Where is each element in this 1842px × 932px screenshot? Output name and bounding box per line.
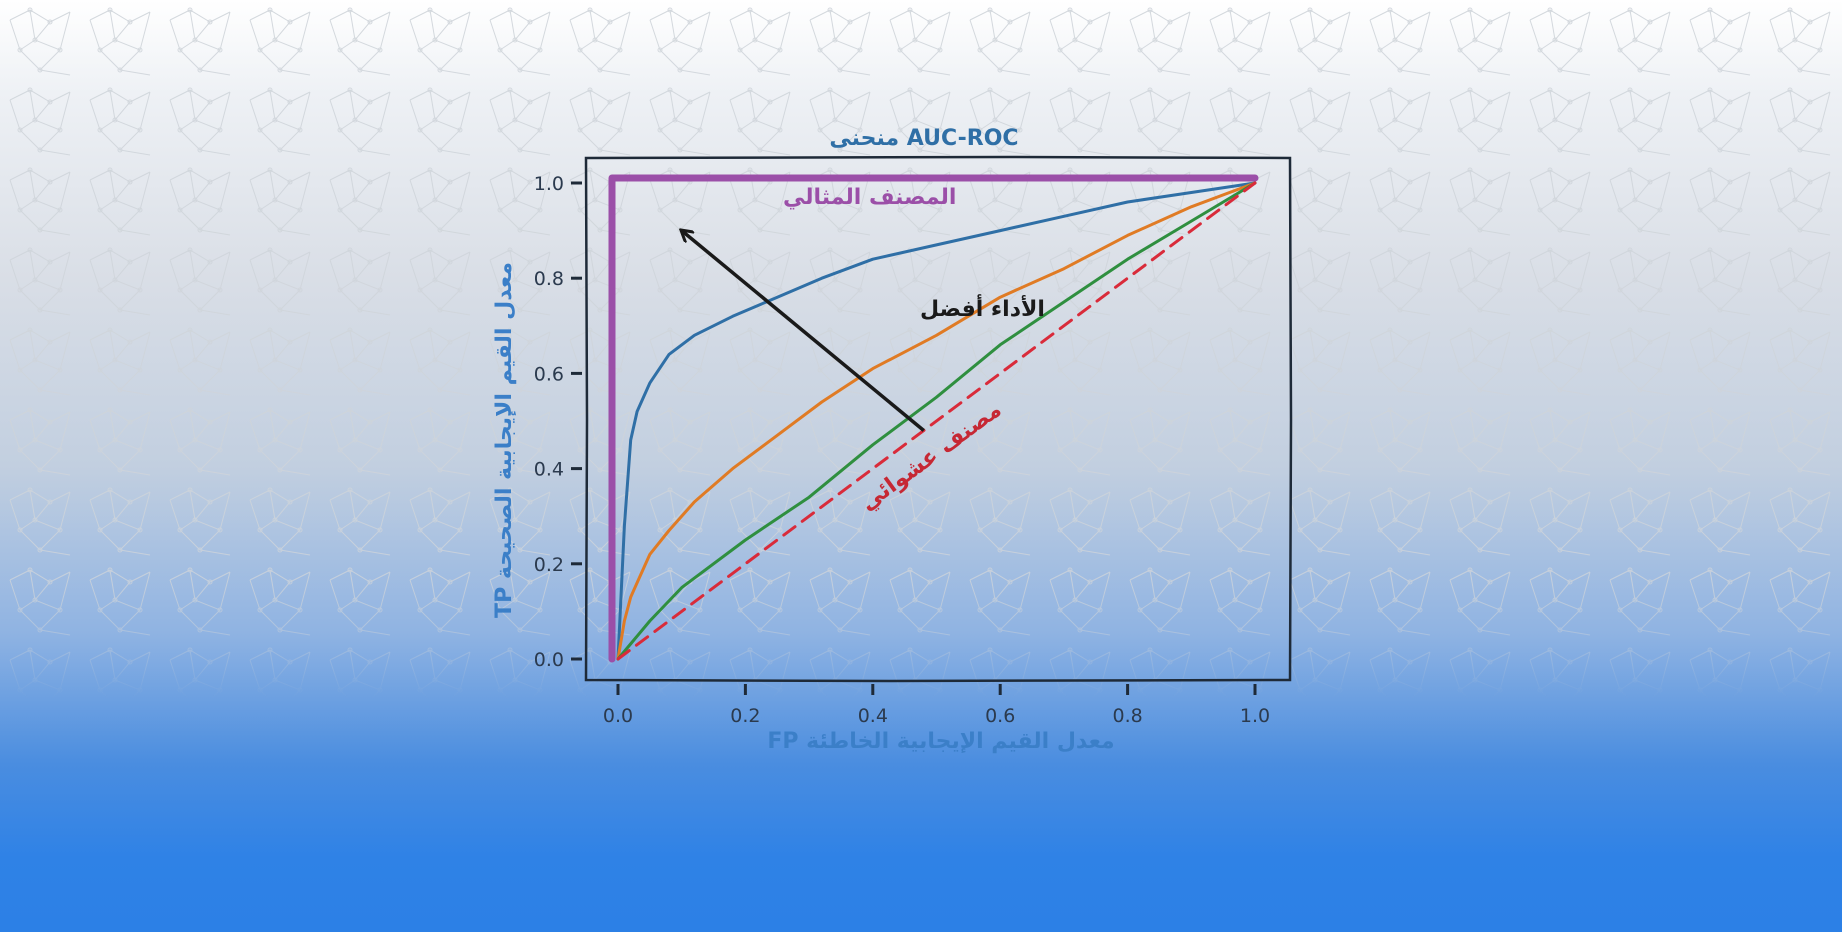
series-line-model-b — [616, 181, 1257, 661]
plot-frame — [584, 155, 1293, 683]
x-axis-label: معدل القيم الإيجابية الخاطئة FP — [767, 729, 1114, 754]
y-tick-label: 0.2 — [534, 554, 564, 576]
legend-label-ideal: المصنف المثالي — [783, 185, 956, 210]
legend-label-random: مصنف عشوائي — [856, 397, 1006, 516]
annotation-better-performance: الأداء أفضل — [920, 293, 1045, 322]
x-tick-label: 0.2 — [730, 705, 760, 727]
x-tick-label: 0.6 — [985, 705, 1015, 727]
x-tick-label: 1.0 — [1240, 705, 1270, 727]
y-tick-label: 0.6 — [534, 363, 564, 385]
annotation-arrow — [682, 231, 925, 432]
series-line-model-c — [616, 181, 1257, 661]
series-line-random-classifier — [616, 181, 1257, 661]
y-tick-label: 0.8 — [534, 268, 564, 290]
y-tick-label: 0.4 — [534, 459, 564, 481]
y-axis-label: معدل القيم الإيجابية الصحيحة TP — [492, 262, 517, 618]
y-tick-label: 1.0 — [534, 173, 564, 195]
x-tick-label: 0.4 — [858, 705, 888, 727]
x-tick-label: 0.8 — [1112, 705, 1142, 727]
series-line-model-a — [616, 181, 1257, 661]
y-tick-label: 0.0 — [534, 649, 564, 671]
x-tick-label: 0.0 — [603, 705, 633, 727]
chart-title: منحنى AUC-ROC — [829, 126, 1018, 151]
series-line-ideal-classifier — [608, 174, 1259, 663]
